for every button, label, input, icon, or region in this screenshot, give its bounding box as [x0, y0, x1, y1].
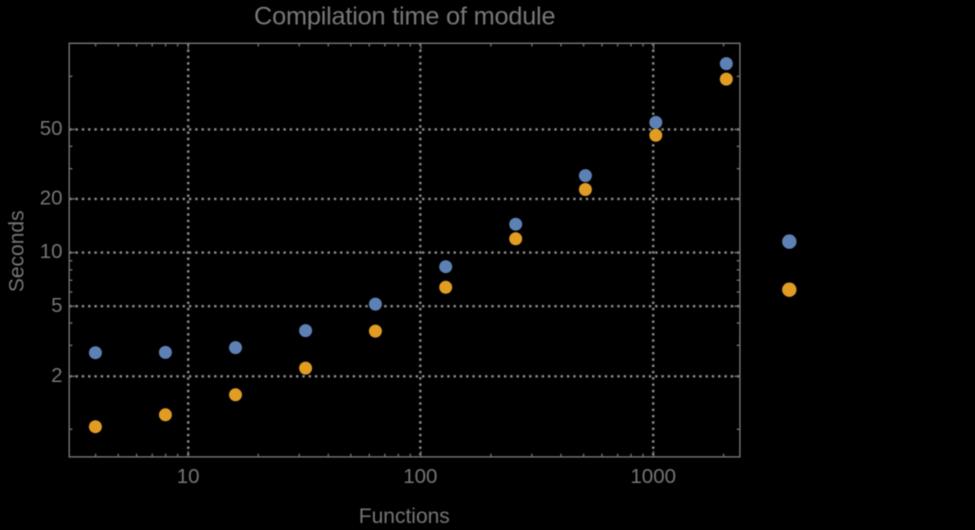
svg-text:2: 2: [51, 364, 62, 387]
svg-text:Functions: Functions: [359, 505, 450, 525]
svg-text:5: 5: [51, 294, 62, 317]
svg-text:Seconds: Seconds: [6, 210, 29, 292]
svg-text:10: 10: [40, 240, 63, 263]
svg-text:Compilation time of module: Compilation time of module: [254, 3, 555, 31]
svg-text:20: 20: [40, 187, 63, 210]
svg-text:10: 10: [177, 465, 200, 488]
svg-text:1000: 1000: [630, 465, 676, 488]
svg-text:50: 50: [40, 117, 63, 140]
svg-text:100: 100: [403, 465, 437, 488]
